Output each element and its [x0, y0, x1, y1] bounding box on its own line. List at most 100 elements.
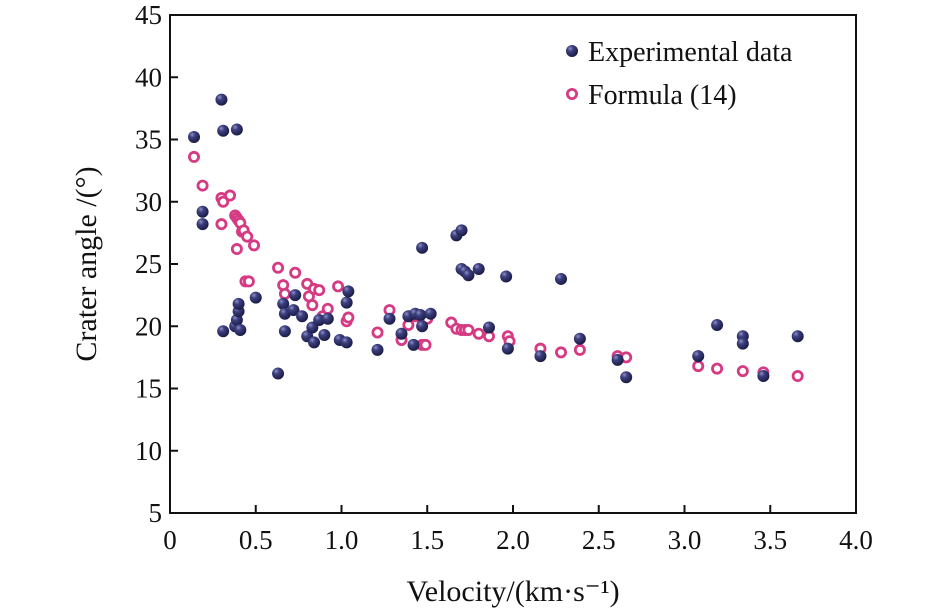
- x-tick-label: 0: [163, 525, 177, 555]
- y-tick-label: 25: [135, 249, 162, 279]
- experimental-point: [501, 342, 514, 355]
- formula-point: [462, 323, 475, 336]
- y-tick-label: 15: [135, 374, 162, 404]
- formula-point: [289, 266, 302, 279]
- experimental-point: [462, 269, 475, 282]
- formula-point: [321, 302, 334, 315]
- formula-point: [278, 287, 291, 300]
- formula-point: [241, 230, 254, 243]
- data-points: [188, 93, 804, 384]
- experimental-point: [272, 367, 285, 380]
- formula-point: [306, 299, 319, 312]
- experimental-point: [611, 353, 624, 366]
- experimental-point: [217, 124, 230, 137]
- legend-label-experimental: Experimental data: [588, 37, 793, 68]
- experimental-point: [308, 336, 321, 349]
- experimental-point: [711, 319, 724, 332]
- formula-point: [272, 261, 285, 274]
- experimental-point: [482, 321, 495, 334]
- formula-point: [573, 343, 586, 356]
- experimental-point: [217, 325, 230, 338]
- experimental-point: [232, 297, 245, 310]
- experimental-point: [277, 297, 290, 310]
- x-tick-label: 2.0: [496, 525, 530, 555]
- formula-point: [791, 370, 804, 383]
- formula-point: [419, 338, 432, 351]
- experimental-point: [395, 327, 408, 340]
- y-tick-label: 10: [135, 436, 162, 466]
- formula-point: [313, 284, 326, 297]
- y-tick-label: 45: [135, 0, 162, 30]
- x-axis-title: Velocity/(km·s⁻¹): [406, 575, 619, 608]
- experimental-point: [416, 320, 429, 333]
- experimental-point: [234, 323, 247, 336]
- experimental-point: [278, 325, 291, 338]
- y-axis: 5 10 15 20 25 30 35 40 45: [135, 0, 178, 528]
- experimental-point: [289, 289, 302, 302]
- plot-frame: [169, 14, 857, 514]
- y-tick-label: 35: [135, 125, 162, 155]
- experimental-point: [196, 205, 209, 218]
- y-tick-label: 20: [135, 311, 162, 341]
- formula-point: [196, 179, 209, 192]
- experimental-point: [188, 131, 201, 144]
- formula-point: [230, 243, 243, 256]
- experimental-point: [414, 309, 427, 322]
- legend-marker-experimental: [566, 45, 578, 57]
- experimental-point: [340, 336, 353, 349]
- formula-point: [736, 365, 749, 378]
- formula-point: [555, 346, 568, 359]
- x-tick-label: 3.5: [753, 525, 787, 555]
- y-tick-label: 40: [135, 62, 162, 92]
- experimental-point: [371, 343, 384, 356]
- formula-point: [472, 327, 485, 340]
- formula-point: [224, 189, 237, 202]
- experimental-point: [318, 328, 331, 341]
- experimental-point: [342, 285, 355, 298]
- formula-point: [342, 311, 355, 324]
- x-tick-label: 1.0: [325, 525, 359, 555]
- y-tick-label: 5: [149, 498, 163, 528]
- x-tick-label: 4.0: [839, 525, 873, 555]
- experimental-point: [472, 262, 485, 275]
- legend-marker-formula: [566, 88, 579, 101]
- experimental-point: [321, 312, 334, 325]
- formula-point: [188, 150, 201, 163]
- x-tick-label: 2.5: [582, 525, 616, 555]
- y-tick-label: 30: [135, 187, 162, 217]
- experimental-point: [249, 291, 262, 304]
- experimental-point: [287, 304, 300, 317]
- formula-point: [711, 362, 724, 375]
- formula-point: [217, 195, 230, 208]
- experimental-point: [416, 241, 429, 254]
- experimental-point: [383, 312, 396, 325]
- experimental-point: [757, 370, 770, 383]
- formula-point: [215, 218, 228, 231]
- experimental-point: [692, 350, 705, 363]
- x-axis: 0 0.5 1.0 1.5 2.0 2.5 3.0 3.5 4.0: [163, 505, 873, 555]
- experimental-point: [230, 123, 243, 136]
- experimental-point: [407, 338, 420, 351]
- experimental-point: [555, 272, 568, 285]
- y-axis-title: Crater angle /(°): [70, 166, 103, 361]
- experimental-point: [620, 371, 633, 384]
- legend: Experimental data Formula (14): [566, 37, 793, 111]
- experimental-point: [296, 310, 309, 323]
- experimental-point: [573, 332, 586, 345]
- legend-label-formula: Formula (14): [588, 80, 737, 111]
- experimental-point: [196, 218, 209, 231]
- formula-point: [248, 239, 261, 252]
- formula-point: [332, 280, 345, 293]
- x-tick-label: 0.5: [239, 525, 273, 555]
- experimental-point: [534, 350, 547, 363]
- experimental-point: [424, 307, 437, 320]
- experimental-point: [455, 224, 468, 237]
- formula-point: [371, 326, 384, 339]
- experimental-point: [215, 93, 228, 106]
- experimental-point: [736, 337, 749, 350]
- experimental-point: [500, 270, 513, 283]
- formula-point: [242, 275, 255, 288]
- experimental-point: [340, 296, 353, 309]
- x-tick-label: 3.0: [668, 525, 702, 555]
